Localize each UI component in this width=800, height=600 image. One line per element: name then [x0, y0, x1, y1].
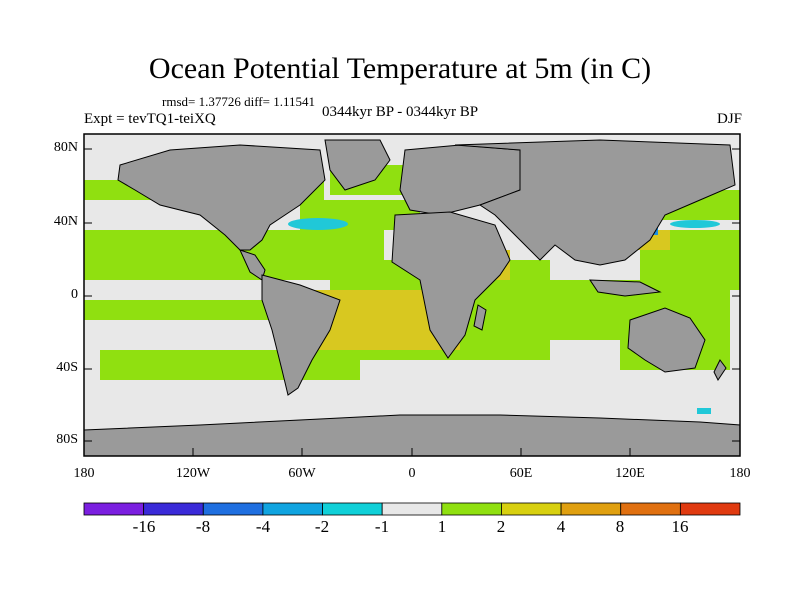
y-tick-label-80n: 80N: [53, 140, 78, 155]
period-label: 0344kyr BP - 0344kyr BP: [322, 104, 479, 120]
x-tick-label-60w: 60W: [288, 466, 316, 481]
colorbar-swatch: [679, 502, 741, 516]
x-tick-label-120e: 120E: [615, 466, 645, 481]
colorbar-label-minus4: -4: [255, 517, 271, 536]
asia: [454, 139, 736, 266]
colorbar-label-minus8: -8: [195, 517, 211, 536]
colorbar-label-minus1: -1: [374, 517, 390, 536]
x-tick-label-60e: 60E: [509, 466, 533, 481]
colorbar-swatch: [83, 502, 145, 516]
stats-label: rmsd= 1.37726 diff= 1.11541: [162, 94, 315, 109]
y-tick-label-40n: 40N: [53, 214, 78, 229]
colorbar: [83, 502, 741, 516]
colorbar-swatch: [620, 502, 681, 516]
colorbar-swatch: [501, 502, 562, 516]
north-america: [117, 144, 326, 251]
madagascar: [473, 304, 487, 331]
colorbar-label-minus16: -16: [132, 517, 156, 536]
colorbar-swatch: [560, 502, 622, 516]
land-masses: [83, 139, 741, 457]
colorbar-swatch: [441, 502, 502, 516]
plot-title: Ocean Potential Temperature at 5m (in C): [148, 52, 652, 85]
colorbar-swatch: [143, 502, 204, 516]
experiment-label: Expt = tevTQ1-teiXQ: [84, 111, 216, 127]
season-label: DJF: [716, 111, 742, 127]
greenland: [324, 139, 391, 191]
indonesia: [589, 279, 662, 297]
new-zealand: [713, 359, 727, 381]
colorbar-swatch: [322, 502, 383, 516]
colorbar-swatch: [381, 502, 443, 516]
south-america: [261, 274, 341, 396]
colorbar-swatch: [262, 502, 323, 516]
x-tick-label-180e: 180: [729, 466, 751, 481]
colorbar-label-minus2: -2: [314, 517, 330, 536]
y-tick-label-40s: 40S: [56, 360, 78, 375]
colorbar-label-16: 16: [671, 517, 689, 536]
x-ticks: [83, 448, 741, 456]
y-tick-label-0: 0: [71, 287, 78, 302]
y-ticks: [84, 148, 740, 442]
africa: [391, 211, 511, 359]
x-tick-label-120w: 120W: [175, 466, 211, 481]
colorbar-label-8: 8: [615, 517, 625, 536]
colorbar-label-4: 4: [556, 517, 566, 536]
colorbar-label-1: 1: [437, 517, 447, 536]
australia: [627, 307, 706, 373]
anomaly-cyan: [280, 218, 720, 414]
y-tick-label-80s: 80S: [56, 432, 78, 447]
x-tick-label-0: 0: [408, 466, 416, 481]
colorbar-label-2: 2: [496, 517, 506, 536]
colorbar-swatch: [202, 502, 264, 516]
x-tick-label-180w: 180: [73, 466, 95, 481]
